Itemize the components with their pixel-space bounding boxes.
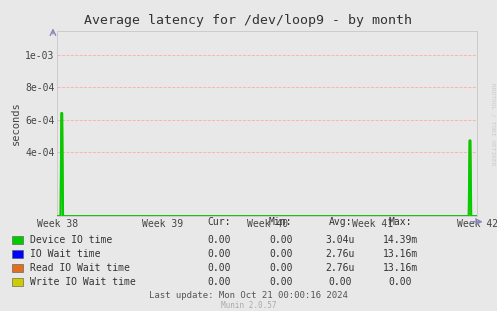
Text: 3.04u: 3.04u (326, 235, 355, 245)
Text: Cur:: Cur: (207, 217, 231, 227)
Text: 2.76u: 2.76u (326, 249, 355, 259)
Text: 0.00: 0.00 (207, 235, 231, 245)
Text: Write IO Wait time: Write IO Wait time (30, 277, 136, 287)
Y-axis label: seconds: seconds (11, 102, 21, 146)
Text: Avg:: Avg: (329, 217, 352, 227)
Text: 0.00: 0.00 (207, 277, 231, 287)
Text: 0.00: 0.00 (388, 277, 412, 287)
Text: 13.16m: 13.16m (383, 263, 417, 273)
Text: 0.00: 0.00 (329, 277, 352, 287)
Text: RRDTOOL / TOBI OETIKER: RRDTOOL / TOBI OETIKER (491, 83, 496, 166)
Text: 0.00: 0.00 (207, 249, 231, 259)
Text: 0.00: 0.00 (269, 235, 293, 245)
Text: Average latency for /dev/loop9 - by month: Average latency for /dev/loop9 - by mont… (84, 14, 413, 27)
Text: IO Wait time: IO Wait time (30, 249, 100, 259)
Text: 0.00: 0.00 (207, 263, 231, 273)
Text: 0.00: 0.00 (269, 277, 293, 287)
Text: 2.76u: 2.76u (326, 263, 355, 273)
Text: Munin 2.0.57: Munin 2.0.57 (221, 301, 276, 310)
Text: Max:: Max: (388, 217, 412, 227)
Text: Last update: Mon Oct 21 00:00:16 2024: Last update: Mon Oct 21 00:00:16 2024 (149, 291, 348, 300)
Text: 14.39m: 14.39m (383, 235, 417, 245)
Text: 13.16m: 13.16m (383, 249, 417, 259)
Text: Read IO Wait time: Read IO Wait time (30, 263, 130, 273)
Text: 0.00: 0.00 (269, 263, 293, 273)
Text: Min:: Min: (269, 217, 293, 227)
Text: 0.00: 0.00 (269, 249, 293, 259)
Text: Device IO time: Device IO time (30, 235, 112, 245)
